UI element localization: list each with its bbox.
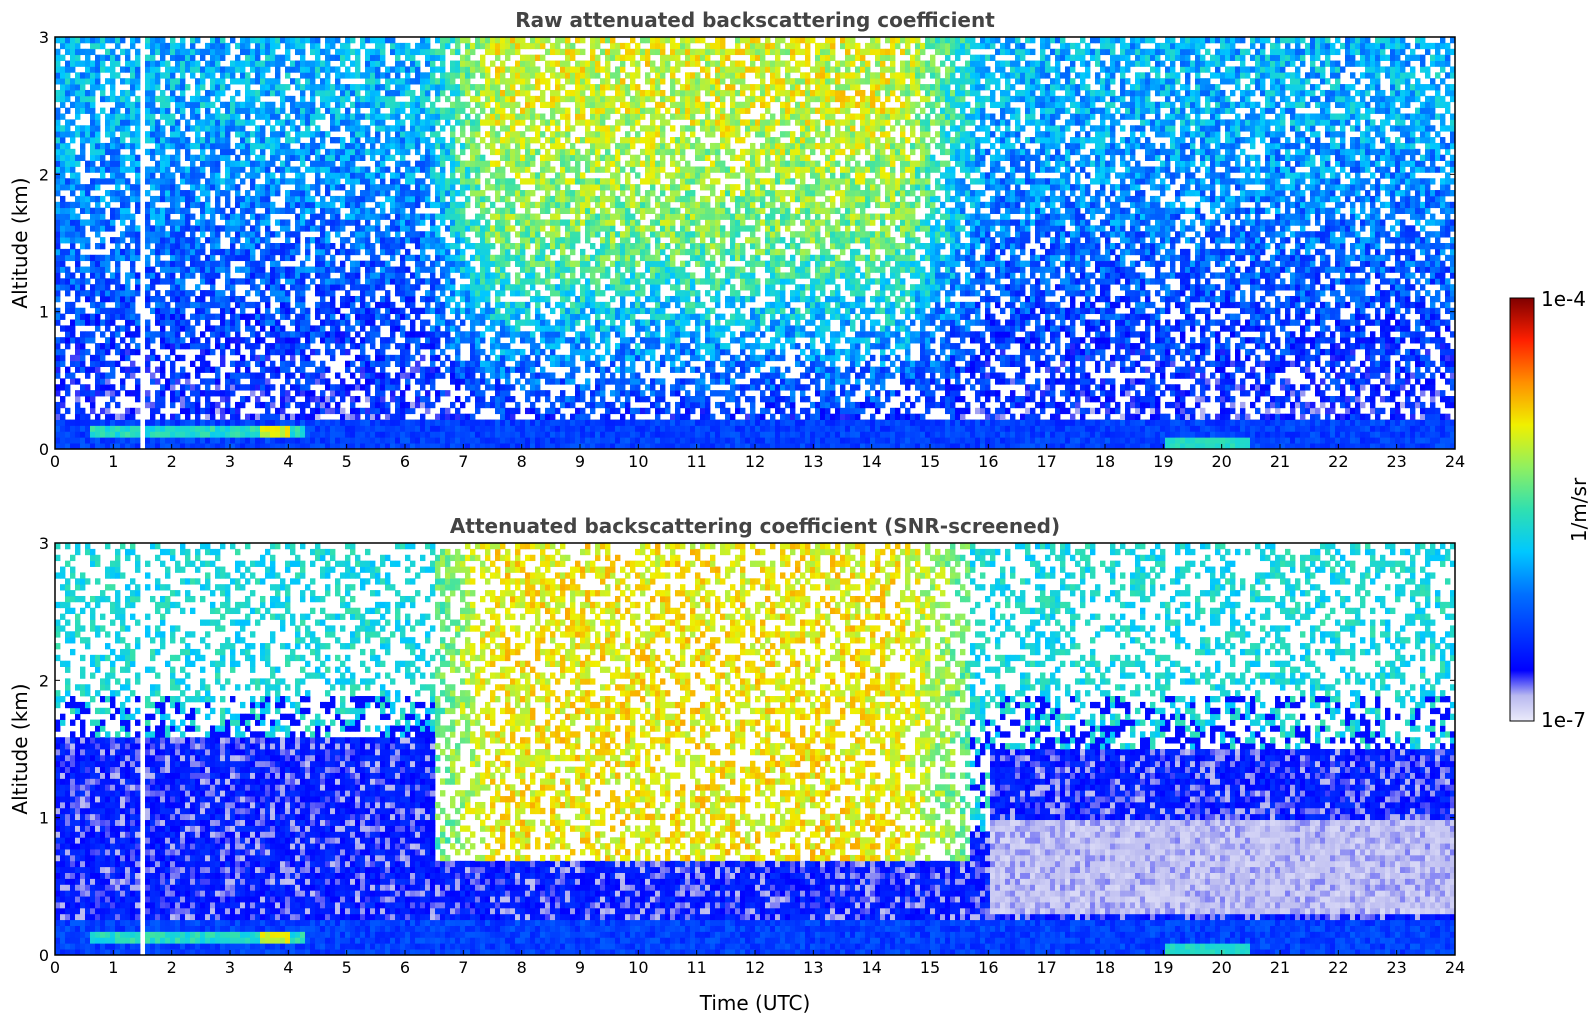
x-tick-label: 20 [1211, 452, 1231, 471]
heatmap-screened [55, 543, 1455, 955]
x-tick-label: 5 [342, 958, 352, 977]
x-tick-label: 23 [1386, 452, 1406, 471]
y-axis-label: Altitude (km) [8, 177, 32, 308]
y-tick-label: 0 [39, 946, 49, 965]
x-tick-label: 3 [225, 958, 235, 977]
x-tick-label: 4 [283, 452, 293, 471]
x-tick-label: 8 [517, 958, 527, 977]
colorbar: 1e-4 1e-7 1/m/sr [1510, 287, 1591, 732]
y-tick-label: 0 [39, 440, 49, 459]
x-tick-label: 16 [978, 452, 998, 471]
x-tick-label: 1 [108, 958, 118, 977]
x-tick-label: 12 [745, 452, 765, 471]
x-tick-label: 11 [686, 452, 706, 471]
colorbar-max-label: 1e-4 [1541, 287, 1586, 311]
x-tick-label: 2 [167, 958, 177, 977]
x-tick-label: 16 [978, 958, 998, 977]
x-tick-label: 17 [1036, 958, 1056, 977]
x-tick-label: 9 [575, 958, 585, 977]
y-tick-label: 1 [39, 303, 49, 322]
x-tick-label: 14 [861, 958, 881, 977]
x-tick-label: 20 [1211, 958, 1231, 977]
x-tick-label: 5 [342, 452, 352, 471]
y-tick-label: 2 [39, 165, 49, 184]
x-tick-label: 18 [1095, 452, 1115, 471]
colorbar-unit-label: 1/m/sr [1567, 477, 1591, 542]
x-tick-label: 23 [1386, 958, 1406, 977]
chart-title: Raw attenuated backscattering coefficien… [515, 8, 995, 32]
x-tick-label: 19 [1153, 958, 1173, 977]
x-tick-label: 11 [686, 958, 706, 977]
x-tick-label: 21 [1270, 452, 1290, 471]
x-tick-label: 7 [458, 452, 468, 471]
x-tick-label: 24 [1445, 452, 1465, 471]
x-axis-label: Time (UTC) [699, 991, 811, 1015]
y-tick-label: 2 [39, 671, 49, 690]
x-tick-label: 1 [108, 452, 118, 471]
x-tick-label: 17 [1036, 452, 1056, 471]
x-tick-label: 18 [1095, 958, 1115, 977]
x-tick-label: 7 [458, 958, 468, 977]
x-tick-label: 6 [400, 452, 410, 471]
x-tick-label: 0 [50, 958, 60, 977]
x-tick-label: 14 [861, 452, 881, 471]
colorbar-min-label: 1e-7 [1541, 708, 1586, 732]
x-tick-label: 24 [1445, 958, 1465, 977]
panel-raw: Raw attenuated backscattering coefficien… [8, 8, 1465, 471]
colorbar-gradient [1510, 298, 1534, 721]
x-tick-label: 10 [628, 958, 648, 977]
x-tick-label: 19 [1153, 452, 1173, 471]
x-tick-label: 10 [628, 452, 648, 471]
x-tick-label: 12 [745, 958, 765, 977]
x-tick-label: 9 [575, 452, 585, 471]
x-tick-label: 15 [920, 452, 940, 471]
x-tick-label: 8 [517, 452, 527, 471]
panel-screened: Attenuated backscattering coefficient (S… [8, 514, 1465, 1015]
y-axis-label: Altitude (km) [8, 683, 32, 814]
x-tick-label: 3 [225, 452, 235, 471]
x-tick-label: 22 [1328, 452, 1348, 471]
x-tick-label: 21 [1270, 958, 1290, 977]
x-tick-label: 22 [1328, 958, 1348, 977]
x-tick-label: 2 [167, 452, 177, 471]
y-tick-label: 3 [39, 28, 49, 47]
x-tick-label: 0 [50, 452, 60, 471]
y-tick-label: 1 [39, 809, 49, 828]
x-tick-label: 13 [803, 958, 823, 977]
x-tick-label: 4 [283, 958, 293, 977]
x-tick-label: 15 [920, 958, 940, 977]
heatmap-raw [55, 37, 1455, 449]
chart-title: Attenuated backscattering coefficient (S… [450, 514, 1060, 538]
x-tick-label: 13 [803, 452, 823, 471]
y-tick-label: 3 [39, 534, 49, 553]
x-tick-label: 6 [400, 958, 410, 977]
